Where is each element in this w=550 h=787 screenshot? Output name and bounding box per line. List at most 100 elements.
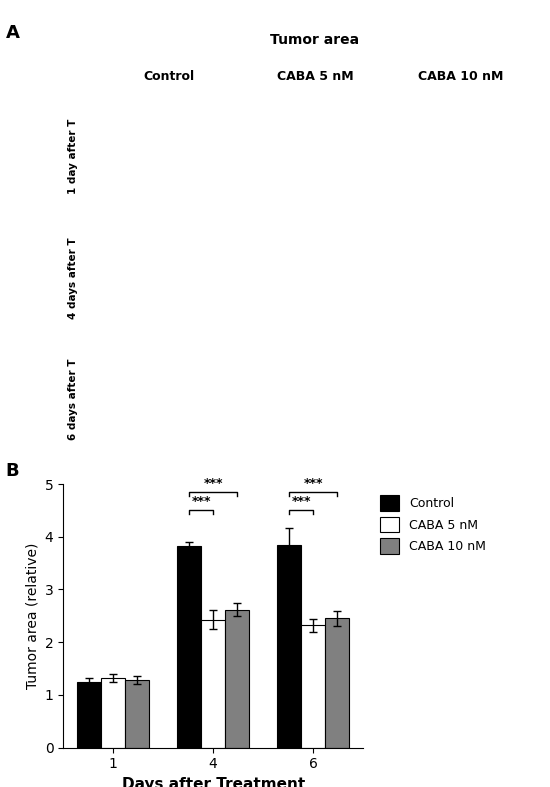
Circle shape	[307, 267, 328, 284]
Circle shape	[131, 153, 164, 180]
Circle shape	[121, 371, 173, 416]
Circle shape	[471, 275, 494, 294]
Circle shape	[128, 378, 166, 409]
Bar	[277, 545, 301, 748]
Circle shape	[466, 389, 499, 416]
Circle shape	[465, 140, 491, 161]
Circle shape	[474, 147, 483, 154]
Circle shape	[136, 384, 159, 403]
Circle shape	[301, 261, 335, 290]
Text: ***: ***	[191, 495, 211, 508]
Circle shape	[467, 142, 490, 160]
Circle shape	[133, 154, 162, 179]
Text: ***: ***	[304, 477, 323, 490]
Circle shape	[132, 262, 171, 294]
Circle shape	[466, 141, 490, 161]
Text: 1 day after T: 1 day after T	[68, 119, 78, 194]
Circle shape	[472, 275, 493, 293]
Circle shape	[130, 379, 165, 408]
Text: CABA 10 nM: CABA 10 nM	[418, 70, 503, 83]
Text: Control: Control	[144, 70, 195, 83]
Circle shape	[316, 146, 329, 156]
Circle shape	[476, 397, 490, 408]
Circle shape	[466, 140, 491, 161]
Circle shape	[139, 386, 156, 401]
Circle shape	[305, 389, 331, 411]
Circle shape	[140, 268, 163, 288]
Circle shape	[309, 392, 327, 408]
Circle shape	[311, 394, 325, 405]
Circle shape	[473, 394, 492, 410]
Circle shape	[306, 390, 329, 409]
Circle shape	[313, 272, 322, 279]
Circle shape	[133, 155, 161, 178]
Circle shape	[127, 377, 168, 411]
Circle shape	[468, 142, 488, 159]
Circle shape	[136, 265, 167, 291]
Circle shape	[137, 266, 166, 290]
Circle shape	[304, 264, 332, 287]
Circle shape	[471, 393, 494, 412]
Text: B: B	[6, 462, 19, 480]
Circle shape	[460, 383, 505, 420]
Circle shape	[125, 375, 169, 412]
Circle shape	[307, 139, 337, 163]
Circle shape	[312, 394, 324, 405]
Circle shape	[118, 369, 177, 418]
Circle shape	[312, 271, 323, 280]
Circle shape	[301, 386, 334, 413]
Circle shape	[315, 145, 329, 157]
Circle shape	[468, 390, 498, 415]
Circle shape	[311, 270, 324, 281]
Bar	[201, 619, 225, 748]
Circle shape	[130, 152, 165, 181]
Text: 4 days after T: 4 days after T	[68, 238, 78, 319]
Circle shape	[306, 390, 330, 410]
Circle shape	[143, 163, 152, 170]
Circle shape	[137, 385, 157, 402]
Circle shape	[464, 268, 502, 300]
Circle shape	[311, 141, 334, 161]
Circle shape	[131, 153, 163, 179]
Circle shape	[139, 160, 155, 173]
Circle shape	[299, 383, 337, 416]
Bar	[101, 678, 125, 748]
Circle shape	[134, 156, 161, 177]
Circle shape	[309, 268, 327, 283]
Circle shape	[313, 142, 332, 158]
Circle shape	[131, 380, 163, 407]
Circle shape	[314, 144, 330, 157]
X-axis label: Days after Treatment: Days after Treatment	[122, 777, 305, 787]
Circle shape	[312, 394, 324, 405]
Circle shape	[464, 386, 501, 418]
Circle shape	[133, 263, 170, 294]
Circle shape	[314, 143, 331, 158]
Circle shape	[145, 273, 158, 283]
Circle shape	[468, 272, 497, 296]
Circle shape	[144, 272, 160, 285]
Circle shape	[123, 373, 172, 414]
Text: ***: ***	[204, 477, 223, 490]
Circle shape	[475, 278, 490, 290]
Circle shape	[304, 388, 332, 412]
Circle shape	[474, 147, 482, 154]
Circle shape	[131, 260, 173, 296]
Circle shape	[477, 279, 488, 289]
Circle shape	[298, 382, 338, 416]
Circle shape	[469, 273, 496, 295]
Circle shape	[474, 147, 482, 154]
Circle shape	[318, 147, 327, 154]
Circle shape	[142, 162, 152, 171]
Text: GFP: GFP	[102, 105, 127, 116]
Circle shape	[311, 142, 333, 160]
Circle shape	[300, 260, 336, 290]
Circle shape	[144, 272, 160, 285]
Circle shape	[135, 157, 160, 176]
Circle shape	[465, 387, 500, 416]
Circle shape	[134, 382, 161, 405]
Circle shape	[313, 395, 323, 404]
Circle shape	[305, 265, 330, 286]
Bar	[125, 680, 149, 748]
Circle shape	[142, 271, 161, 286]
Circle shape	[119, 371, 175, 416]
